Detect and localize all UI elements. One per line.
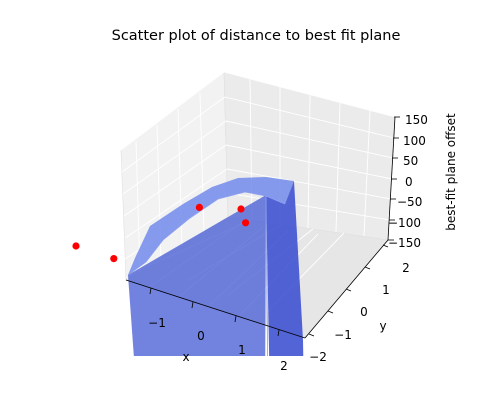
y-tick-label: 1 bbox=[382, 283, 390, 297]
scatter-points bbox=[72, 203, 250, 263]
chart-title: Scatter plot of distance to best fit pla… bbox=[112, 28, 401, 44]
z-axis-label: best-fit plane offset bbox=[444, 113, 458, 231]
x-tick-label: 1 bbox=[238, 343, 246, 357]
surface-side-face bbox=[266, 181, 304, 356]
z-tick-label: 150 bbox=[405, 113, 428, 127]
tick-marks bbox=[149, 116, 400, 337]
y-tick-label: 2 bbox=[402, 261, 410, 275]
x-tick-labels: −1 0 1 2 bbox=[148, 316, 288, 373]
y-tick-labels: −2 −1 0 1 2 bbox=[309, 261, 410, 364]
surface-edge bbox=[127, 191, 286, 276]
z-tick-label: −50 bbox=[397, 195, 422, 209]
surface-top-face bbox=[128, 177, 294, 275]
x-axis-line bbox=[125, 279, 306, 339]
y-tick-label: −1 bbox=[334, 328, 352, 342]
x-tick-label: 0 bbox=[197, 329, 205, 343]
scatter-point bbox=[237, 205, 245, 213]
surface-front-face bbox=[128, 195, 266, 356]
scatter-point bbox=[72, 242, 80, 250]
scatter-point bbox=[110, 255, 118, 263]
z-tick-label: 0 bbox=[405, 175, 413, 189]
best-fit-surface bbox=[127, 177, 304, 356]
scatter-point bbox=[242, 219, 250, 227]
z-tick-labels: 150 100 50 0 −50 −100 −150 bbox=[388, 113, 428, 250]
x-tick-label: 2 bbox=[280, 359, 288, 373]
z-axis-line bbox=[387, 116, 396, 241]
x-tick-label: −1 bbox=[148, 316, 166, 330]
z-tick-label: 100 bbox=[403, 134, 426, 148]
y-axis-label: y bbox=[379, 319, 386, 333]
scatter-point bbox=[195, 203, 203, 211]
z-tick-label: −100 bbox=[388, 216, 421, 230]
y-tick-label: −2 bbox=[309, 350, 327, 364]
z-tick-label: 50 bbox=[403, 154, 418, 168]
x-axis-label: x bbox=[182, 350, 189, 364]
surface-edge-vertical bbox=[265, 195, 268, 356]
z-tick-label: −150 bbox=[388, 236, 421, 250]
y-tick-label: 0 bbox=[360, 305, 368, 319]
